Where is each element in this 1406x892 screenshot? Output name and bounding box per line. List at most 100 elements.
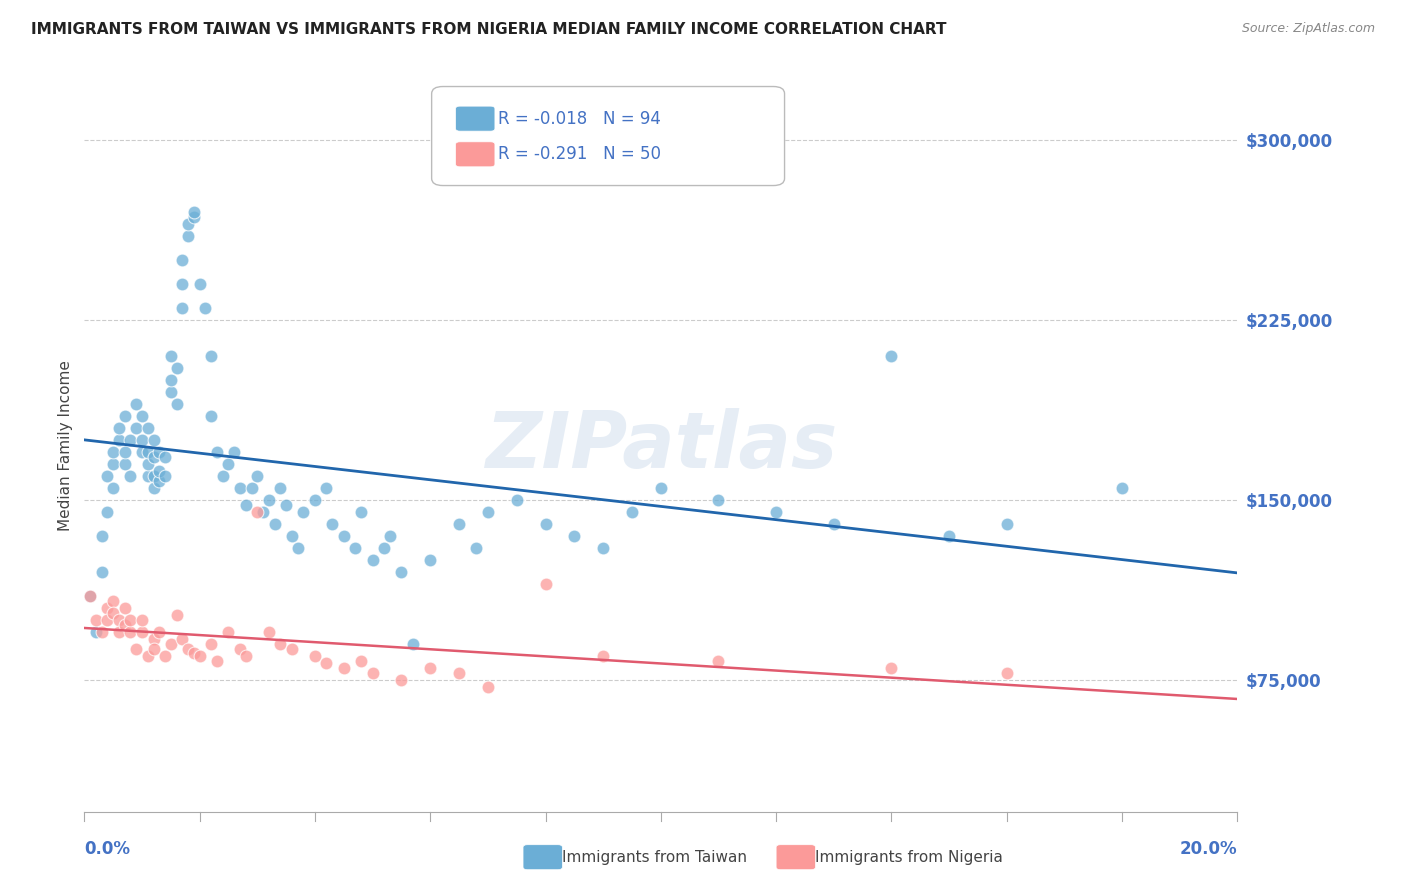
Point [465,541,488,555]
Point [84,613,107,627]
Point [246,469,269,483]
Point [378,529,401,543]
Point [350,654,373,668]
Point [131,613,153,627]
Point [391,673,413,687]
Point [136,421,159,435]
Point [373,541,395,555]
Point [120,613,142,627]
Point [166,608,188,623]
Point [160,349,183,363]
Text: R = -0.291   N = 50: R = -0.291 N = 50 [498,145,661,163]
Point [136,457,159,471]
Point [315,481,337,495]
Point [333,661,356,675]
Point [592,648,614,663]
Point [200,409,222,423]
Point [160,637,183,651]
Point [707,654,730,668]
Text: ZIPatlas: ZIPatlas [485,408,837,484]
Point [108,624,131,639]
Point [172,277,194,292]
Point [200,637,222,651]
Point [103,481,124,495]
Point [120,469,142,483]
Point [315,656,337,670]
Point [148,445,170,459]
Point [292,505,315,519]
Point [183,205,205,219]
Point [120,624,142,639]
Point [880,661,903,675]
Point [153,648,176,663]
Text: Source: ZipAtlas.com: Source: ZipAtlas.com [1241,22,1375,36]
Text: 20.0%: 20.0% [1180,840,1237,858]
Point [205,445,228,459]
Point [142,641,165,656]
Point [183,647,205,661]
Point [361,553,384,567]
Point [79,589,101,603]
Point [177,217,200,231]
Point [194,301,217,315]
Point [166,361,188,376]
Text: IMMIGRANTS FROM TAIWAN VS IMMIGRANTS FROM NIGERIA MEDIAN FAMILY INCOME CORRELATI: IMMIGRANTS FROM TAIWAN VS IMMIGRANTS FRO… [31,22,946,37]
Point [419,661,441,675]
Point [995,665,1018,680]
Point [103,593,124,607]
Point [188,277,211,292]
Text: 0.0%: 0.0% [84,840,131,858]
Point [281,641,304,656]
Point [391,565,413,579]
Point [153,450,176,464]
Point [148,464,170,478]
Point [276,498,298,512]
Point [650,481,672,495]
Point [125,397,148,411]
Point [183,210,205,224]
Point [1111,481,1133,495]
Point [103,606,124,620]
Point [114,457,136,471]
Point [257,624,280,639]
Point [148,474,170,488]
Point [235,498,257,512]
Point [361,665,384,680]
Point [166,397,188,411]
Point [108,433,131,447]
Point [84,624,107,639]
Point [108,613,131,627]
Point [592,541,614,555]
Point [205,654,228,668]
Point [131,445,153,459]
Point [321,516,343,531]
Point [120,433,142,447]
Point [534,577,557,591]
Point [114,600,136,615]
Point [477,680,499,694]
Text: Immigrants from Nigeria: Immigrants from Nigeria [815,850,1004,864]
Point [96,600,118,615]
Point [263,516,285,531]
Text: Immigrants from Taiwan: Immigrants from Taiwan [562,850,748,864]
Y-axis label: Median Family Income: Median Family Income [58,360,73,532]
Point [160,373,183,387]
Point [153,469,176,483]
Point [131,624,153,639]
Point [188,648,211,663]
Point [96,613,118,627]
Point [938,529,960,543]
Point [344,541,367,555]
Point [880,349,903,363]
Point [148,624,170,639]
Point [449,516,471,531]
Point [136,445,159,459]
Point [564,529,586,543]
Point [142,450,165,464]
Point [177,229,200,244]
Point [103,445,124,459]
Point [229,481,252,495]
Point [218,457,240,471]
Point [506,492,529,507]
Point [765,505,787,519]
